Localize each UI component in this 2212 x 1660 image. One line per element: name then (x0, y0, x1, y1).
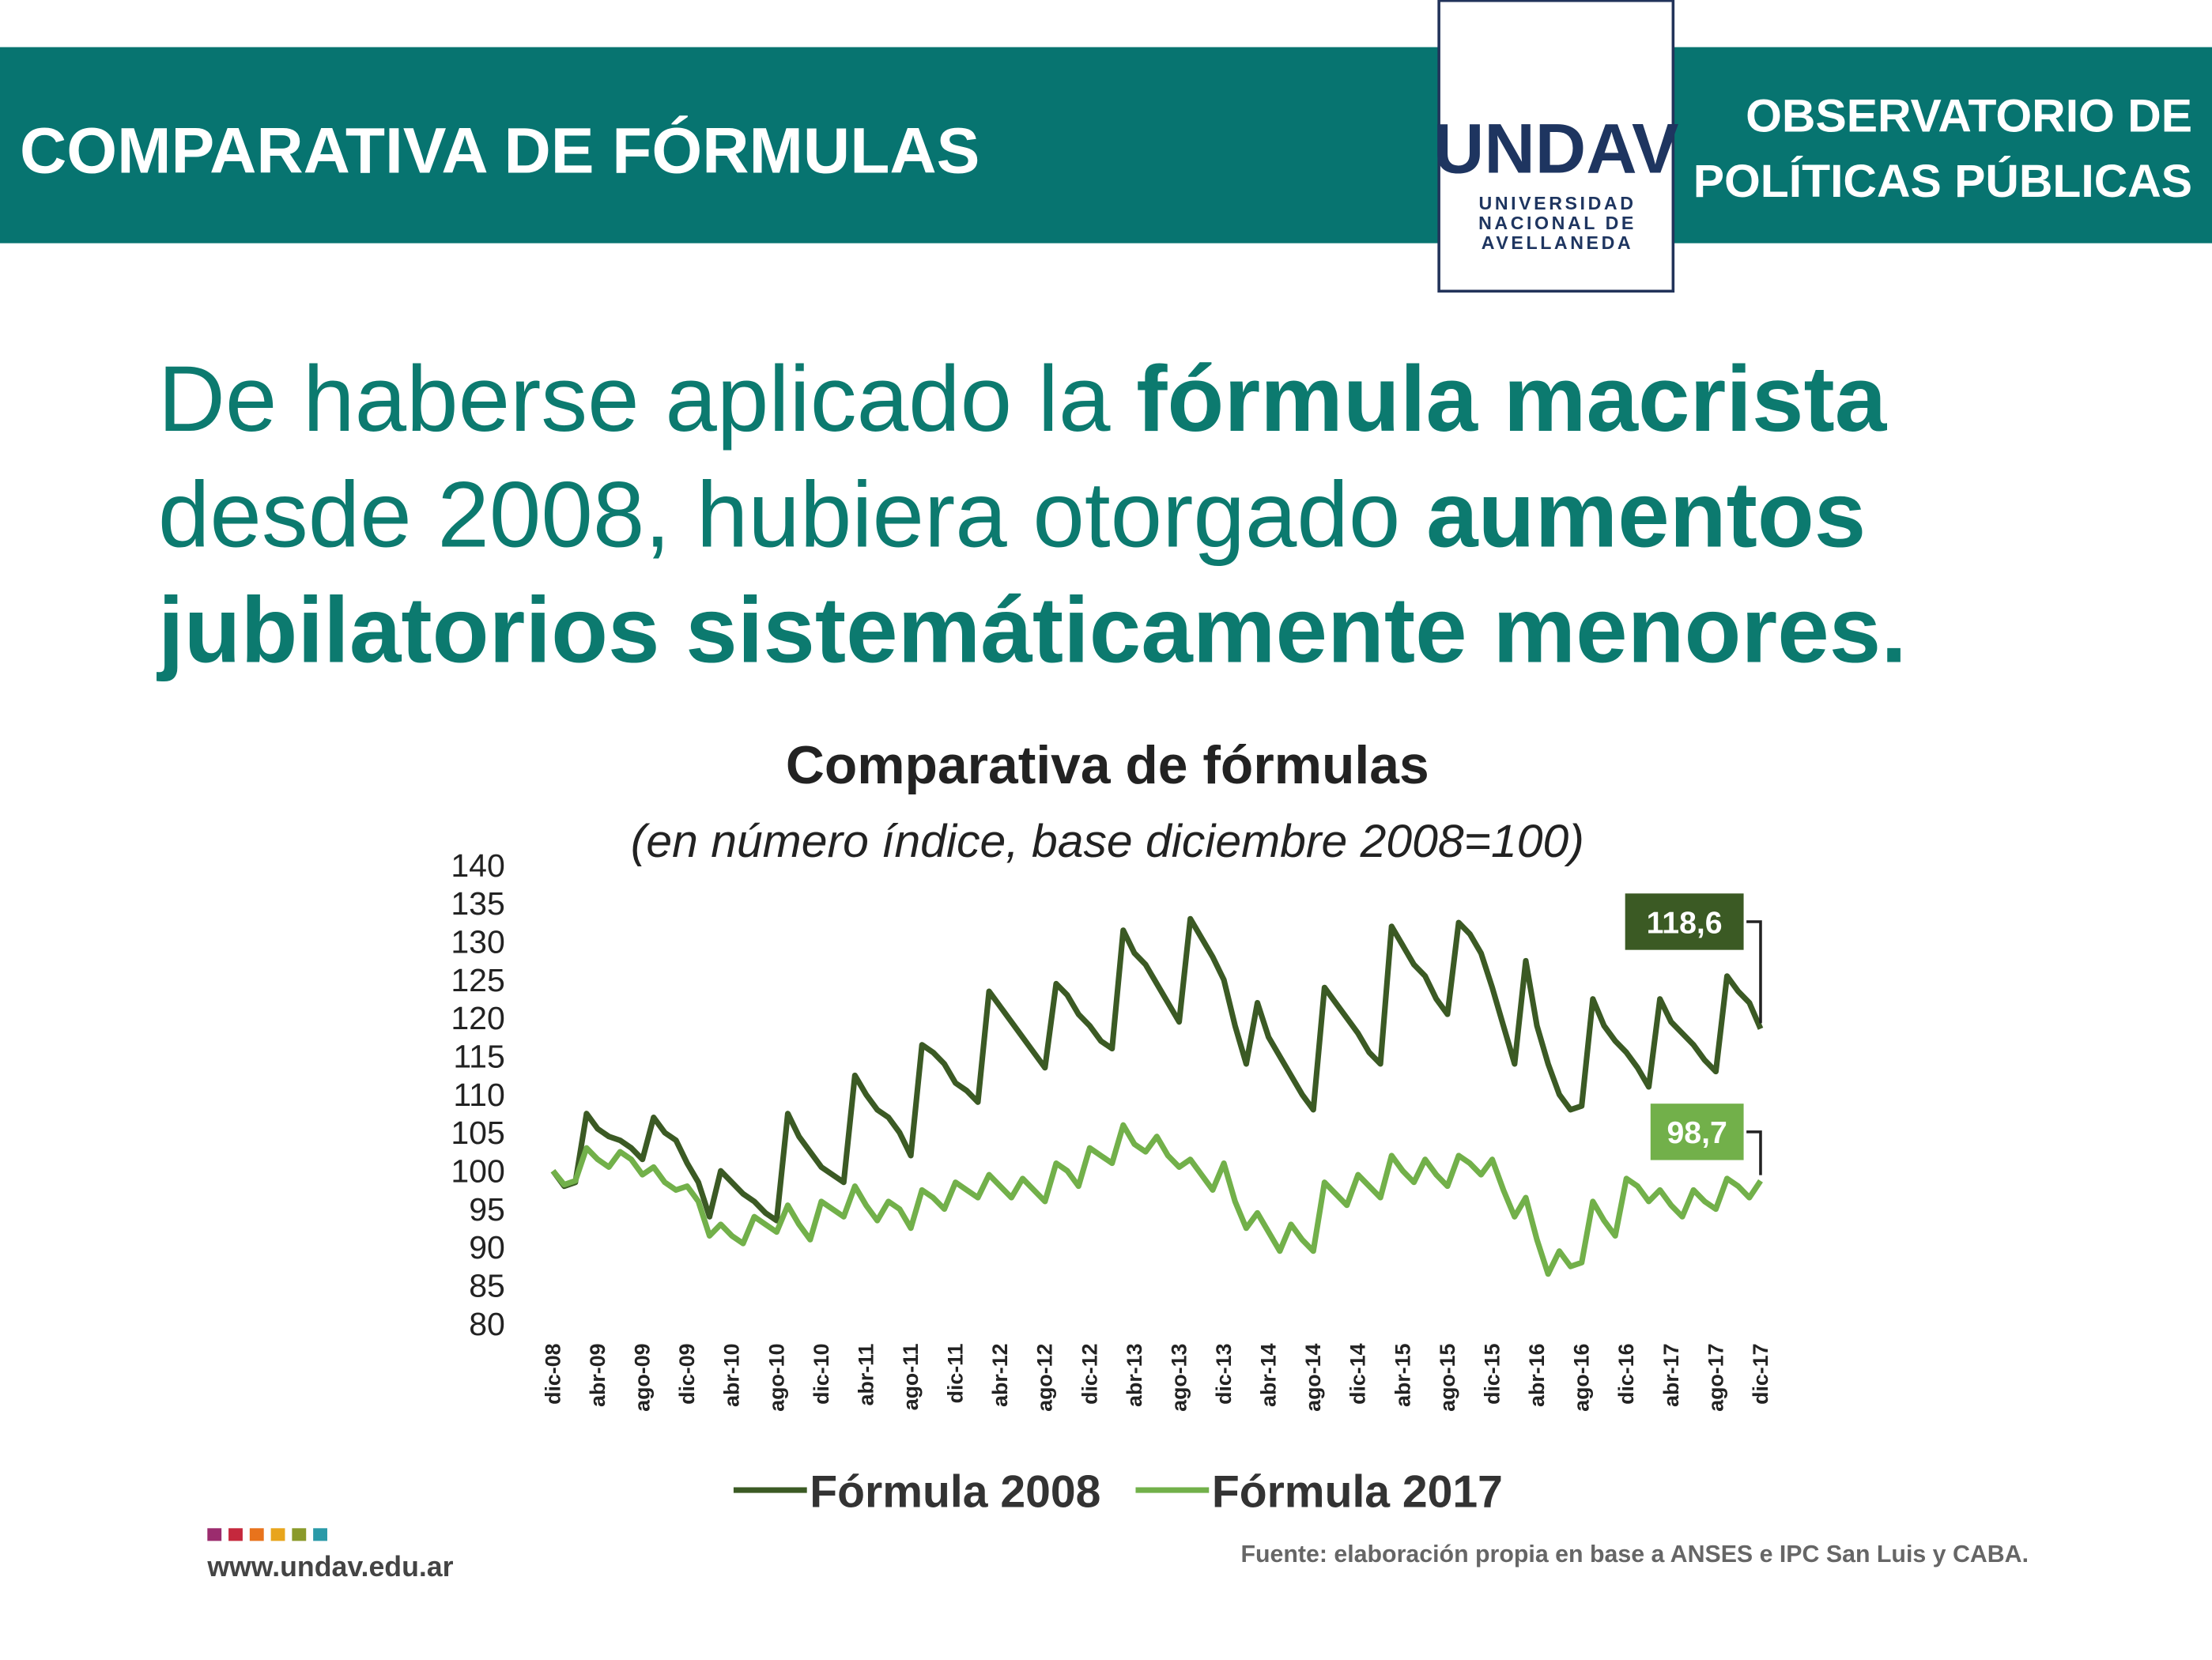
headline-segment: jubilatorios sistemáticamente menores. (157, 578, 1907, 682)
chart-subtitle: (en número índice, base diciembre 2008=1… (631, 816, 1584, 867)
x-tick-label: dic-13 (1212, 1344, 1236, 1405)
series-line (550, 915, 1764, 1224)
x-tick-label: dic-10 (810, 1344, 833, 1405)
header-right: POLÍTICAS PÚBLICAS (1693, 155, 2192, 207)
x-tick-label: ago-17 (1704, 1344, 1727, 1412)
x-tick-label: ago-14 (1301, 1343, 1325, 1411)
y-tick-label: 110 (453, 1077, 504, 1113)
headline-segment: desde 2008, hubiera otorgado (158, 462, 1426, 566)
x-tick-label: dic-12 (1078, 1344, 1101, 1405)
end-label-bracket (1746, 1130, 1762, 1175)
x-tick-label: abr-14 (1257, 1343, 1281, 1406)
series-line (550, 1122, 1763, 1277)
y-tick-label: 135 (451, 885, 504, 922)
header-right: OBSERVATORIO DE (1746, 91, 2192, 142)
headline-line: jubilatorios sistemáticamente menores. (157, 578, 1907, 682)
x-tick-label: dic-16 (1614, 1344, 1638, 1405)
x-tick-label: ago-12 (1033, 1344, 1057, 1412)
end-label: 118,6 (1647, 905, 1723, 940)
y-tick-label: 115 (453, 1039, 504, 1075)
y-tick-label: 120 (451, 1000, 504, 1036)
headline-segment: De haberse aplicado la (158, 346, 1136, 451)
x-tick-label: dic-11 (944, 1343, 968, 1403)
x-tick-label: abr-15 (1391, 1343, 1414, 1406)
y-tick-label: 140 (451, 847, 504, 884)
x-tick-label: ago-13 (1167, 1344, 1191, 1412)
x-tick-label: abr-10 (720, 1344, 744, 1407)
y-tick-label: 125 (451, 962, 504, 998)
y-tick-label: 80 (469, 1306, 505, 1342)
y-tick-label: 130 (451, 924, 504, 960)
logo-line: AVELLANEDA (1482, 232, 1633, 253)
end-label-bracket (1746, 920, 1762, 1024)
x-tick-label: ago-11 (899, 1343, 923, 1410)
logo-line: UNIVERSIDAD (1479, 193, 1636, 213)
source: Fuente: elaboración propia en base a ANS… (1240, 1541, 2029, 1568)
legend-label: Fórmula 2008 (810, 1467, 1100, 1518)
url: www.undav.edu.ar (206, 1551, 453, 1583)
headline-segment: fórmula macrista (1136, 346, 1888, 451)
x-tick-label: dic-09 (675, 1344, 699, 1405)
headline-line: desde 2008, hubiera otorgado aumentos (158, 462, 1866, 566)
x-tick-label: dic-14 (1346, 1343, 1370, 1404)
legend-label: Fórmula 2017 (1212, 1467, 1503, 1518)
x-tick-label: dic-08 (541, 1343, 564, 1404)
y-tick-label: 90 (469, 1229, 505, 1266)
x-tick-label: dic-15 (1480, 1343, 1504, 1404)
x-tick-label: abr-16 (1525, 1344, 1549, 1407)
y-tick-label: 105 (451, 1115, 504, 1151)
y-tick-label: 95 (469, 1191, 505, 1228)
x-tick-label: abr-09 (586, 1344, 610, 1407)
y-tick-label: 100 (451, 1153, 504, 1190)
dots (207, 1528, 327, 1541)
chart-title: Comparativa de fórmulas (786, 736, 1429, 795)
header-title: COMPARATIVA DE FÓRMULAS (20, 115, 980, 187)
x-tick-label: ago-15 (1436, 1343, 1459, 1411)
x-tick-label: ago-09 (631, 1344, 655, 1412)
end-label-box (1625, 893, 1744, 950)
x-tick-label: ago-16 (1570, 1344, 1594, 1412)
header-band (0, 47, 2212, 243)
x-tick-label: abr-17 (1659, 1344, 1683, 1407)
end-label-box (1650, 1104, 1744, 1160)
x-tick-label: abr-12 (988, 1344, 1012, 1407)
logo-line: NACIONAL DE (1478, 213, 1636, 233)
y-tick-label: 85 (469, 1268, 505, 1304)
headline-segment: aumentos (1426, 462, 1866, 566)
x-tick-label: dic-17 (1749, 1344, 1772, 1405)
headline: De haberse aplicado la fórmula macrista d… (157, 346, 1907, 682)
end-label: 98,7 (1667, 1115, 1727, 1150)
x-tick-label: abr-11 (854, 1343, 878, 1405)
x-tick-label: abr-13 (1123, 1344, 1146, 1407)
headline-line: De haberse aplicado la fórmula macrista (158, 346, 1888, 451)
x-tick-label: ago-10 (764, 1344, 788, 1412)
logo: UNDAV (1433, 108, 1679, 187)
logo-box (1437, 0, 1675, 293)
